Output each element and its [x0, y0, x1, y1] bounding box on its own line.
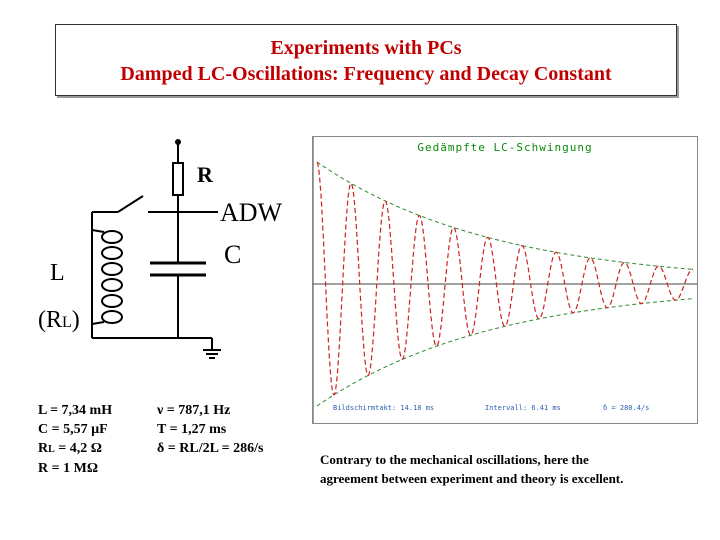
result-row: δ = RL/2L = 286/s: [157, 441, 264, 456]
scope-title: Gedämpfte LC-Schwingung: [417, 141, 593, 154]
scope-readout-time: Bildschirmtakt: 14.18 ms: [333, 404, 435, 412]
oscillation-signal: [316, 161, 693, 396]
scope-readout-decay: δ = 280.4/s: [603, 404, 650, 412]
inductor-l: [101, 230, 123, 324]
label-adw: ADW: [220, 198, 283, 227]
switch-lever: [117, 195, 144, 213]
scope-readout-interval: Intervall: 6.41 ms: [485, 404, 561, 412]
title-line-2: Damped LC-Oscillations: Frequency and De…: [120, 63, 612, 85]
wire-coil-top: [91, 229, 105, 233]
envelope-lower: [316, 298, 694, 407]
measured-results: ν = 787,1 Hz T = 1,27 ms δ = RL/2L = 286…: [157, 401, 263, 458]
result-row: ν = 787,1 Hz: [157, 403, 231, 418]
title-box: Experiments with PCs Damped LC-Oscillati…: [55, 24, 677, 96]
conclusion-line-2: agreement between experiment and theory …: [320, 471, 624, 486]
title-line-1: Experiments with PCs: [270, 37, 462, 59]
conclusion-line-1: Contrary to the mechanical oscillations,…: [320, 452, 589, 467]
circuit-diagram: [91, 139, 221, 359]
param-row: R = 1 MΩ: [38, 461, 99, 476]
resistor-r: [172, 162, 184, 196]
param-row: L = 7,34 mH: [38, 403, 113, 418]
label-rl: (RL): [38, 307, 80, 333]
label-c: C: [224, 240, 242, 269]
result-row: T = 1,27 ms: [157, 422, 227, 437]
label-r: R: [197, 162, 213, 187]
param-row: RL = 4,2 Ω: [38, 441, 102, 456]
circuit-parameters: L = 7,34 mH C = 5,57 µF RL = 4,2 Ω R = 1…: [38, 401, 112, 478]
oscilloscope-plot: Gedämpfte LC-Schwingung Bildschirmtakt: …: [312, 136, 698, 424]
scope-canvas: [313, 137, 697, 423]
envelope-upper: [316, 161, 694, 270]
label-l: L: [50, 260, 65, 286]
param-row: C = 5,57 µF: [38, 422, 108, 437]
conclusion-text: Contrary to the mechanical oscillations,…: [320, 450, 710, 488]
wire-coil-bottom: [91, 321, 105, 325]
